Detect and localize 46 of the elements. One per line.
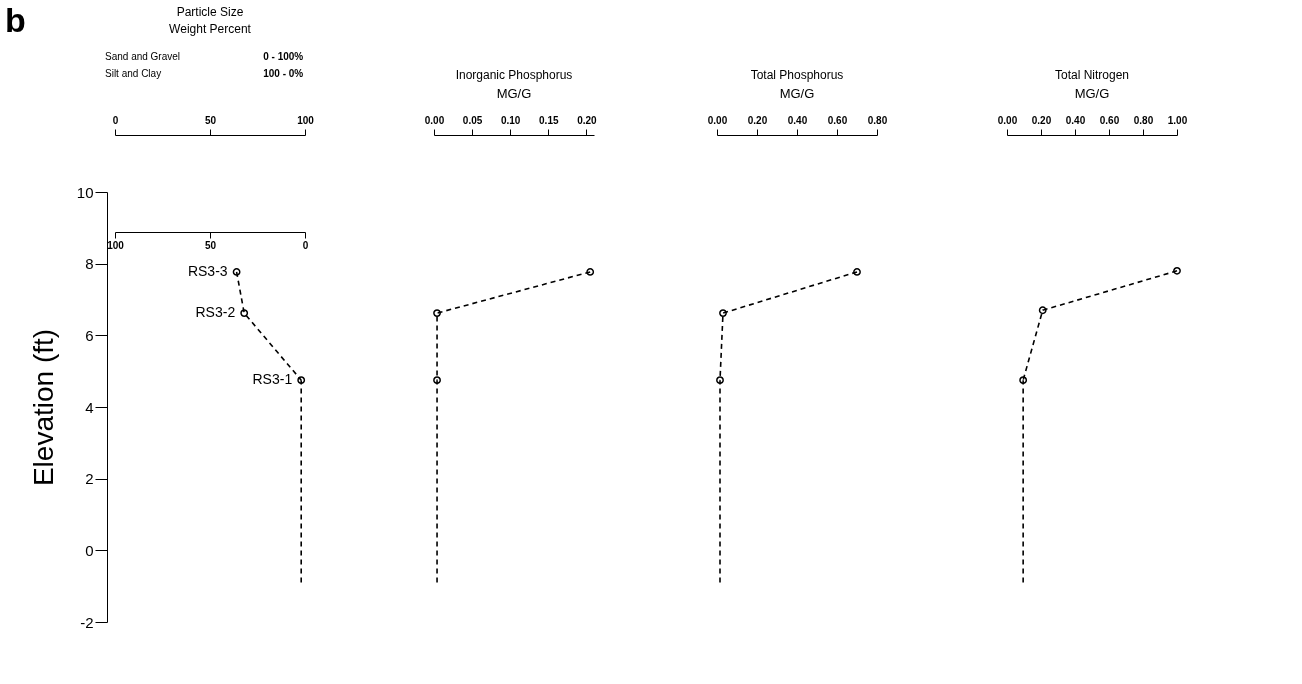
annotation: RS3-3 xyxy=(187,262,228,279)
x-axis-title: MG/G xyxy=(779,86,815,101)
annotation: RS3-2 xyxy=(195,304,236,321)
y-tick-label: 6 xyxy=(85,326,94,344)
y-axis-title: Elevation (ft) xyxy=(27,328,59,487)
x2-tick-label: 50 xyxy=(204,239,217,251)
x-tick-label: 0.00 xyxy=(424,114,445,126)
chart-title: Total Nitrogen xyxy=(1054,68,1130,82)
x2-tick-label: 100 xyxy=(107,239,125,251)
y-tick-label: 4 xyxy=(85,398,94,416)
x-tick-label: 0.40 xyxy=(1065,114,1086,126)
x-tick-label: 0.00 xyxy=(707,114,728,126)
x-tick-label: 0.20 xyxy=(747,114,768,126)
y-tick-label: 0 xyxy=(85,541,94,559)
y-tick-label: -2 xyxy=(80,613,94,631)
text: Silt and Clay xyxy=(105,68,162,79)
chart-subtitle: Weight Percent xyxy=(169,22,252,36)
x-tick-label: 0.00 xyxy=(997,114,1018,126)
chart-title: Total Phosphorus xyxy=(750,68,844,82)
x-tick-label: 0.20 xyxy=(1031,114,1052,126)
x-tick-label: 0.80 xyxy=(867,114,888,126)
chart-title: Particle Size xyxy=(176,5,244,19)
chart-title: Inorganic Phosphorus xyxy=(455,68,573,82)
y-tick-label: 2 xyxy=(85,470,94,488)
x-tick-label: 0 xyxy=(112,114,119,126)
x-tick-label: 0.05 xyxy=(462,114,483,126)
x-tick-label: 1.00 xyxy=(1167,114,1188,126)
x-tick-label: 100 xyxy=(297,114,315,126)
x-axis-title: MG/G xyxy=(496,86,532,101)
x-tick-label: 50 xyxy=(204,114,217,126)
text: b xyxy=(5,1,26,39)
x-tick-label: 0.60 xyxy=(827,114,848,126)
x-tick-label: 0.20 xyxy=(577,114,598,126)
y-tick-label: 8 xyxy=(85,255,94,273)
annotation: RS3-1 xyxy=(252,371,293,388)
x-tick-label: 0.80 xyxy=(1133,114,1154,126)
text: 0 - 100% xyxy=(263,51,304,62)
x-axis-title: MG/G xyxy=(1074,86,1110,101)
x-tick-label: 0.15 xyxy=(539,114,559,126)
x-tick-label: 0.60 xyxy=(1099,114,1120,126)
x-tick-label: 0.40 xyxy=(787,114,808,126)
x2-tick-label: 0 xyxy=(302,239,309,251)
text: 100 - 0% xyxy=(263,68,304,79)
text: Sand and Gravel xyxy=(105,51,181,62)
x-tick-label: 0.10 xyxy=(500,114,521,126)
y-tick-label: 10 xyxy=(76,183,94,201)
